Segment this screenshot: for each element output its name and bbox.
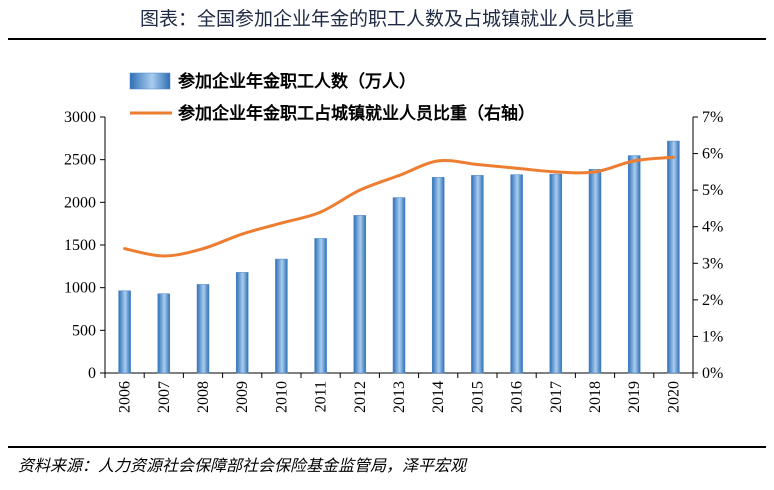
x-tick-label: 2017 (548, 381, 565, 413)
x-tick-label: 2009 (234, 381, 251, 413)
right-tick-label: 6% (702, 146, 723, 163)
bar (549, 173, 563, 374)
bar (627, 155, 641, 374)
x-tick-label: 2015 (469, 381, 486, 413)
x-tick-label: 2011 (313, 381, 330, 412)
line-point (671, 155, 675, 159)
bar (118, 290, 131, 374)
bar (275, 258, 288, 374)
x-tick-label: 2010 (273, 381, 290, 413)
right-tick-label: 4% (702, 219, 723, 236)
bar (157, 293, 171, 374)
legend-bar-label: 参加企业年金职工人数（万人） (178, 71, 416, 92)
left-tick-label: 0 (88, 365, 96, 382)
chart-title: 图表：全国参加企业年金的职工人数及占城镇就业人员比重 (139, 8, 634, 30)
line-point (201, 247, 205, 251)
x-tick-label: 2020 (665, 381, 682, 413)
tick-labels: 0 500 1000 1500 2000 2500 3000 0% 1% 2% 3% 4% 5% 6% 7%… (64, 109, 723, 413)
right-tick-label: 1% (702, 328, 723, 345)
left-tick-label: 1000 (64, 280, 96, 297)
bar (471, 175, 484, 374)
top-divider (8, 38, 766, 40)
bar (314, 238, 327, 374)
x-tick-label: 2007 (156, 381, 173, 413)
line-point (162, 254, 166, 258)
left-tick-label: 2000 (64, 194, 96, 211)
x-tick-label: 2014 (430, 381, 447, 413)
line-point (554, 170, 558, 174)
left-tick-label: 3000 (64, 109, 96, 126)
x-tick-label: 2016 (509, 381, 526, 413)
x-tick-label: 2019 (626, 381, 643, 413)
x-tick-label: 2013 (391, 381, 408, 413)
bar (431, 177, 445, 374)
line-series (123, 155, 675, 258)
bar (196, 284, 210, 374)
line-point (279, 221, 283, 225)
legend-bar-swatch (129, 72, 171, 90)
left-tick-label: 1500 (64, 237, 96, 254)
right-tick-label: 7% (702, 109, 723, 126)
right-tick-label: 5% (702, 182, 723, 199)
line-point (436, 159, 440, 163)
line-point (123, 247, 127, 251)
x-tick-label: 2018 (587, 381, 604, 413)
line-point (319, 210, 323, 214)
line-point (240, 232, 244, 236)
right-tick-label: 3% (702, 255, 723, 272)
bar-series (118, 140, 680, 374)
chart: 参加企业年金职工人数（万人） 参加企业年金职工占城镇就业人员比重（右轴） 0 500… (64, 71, 723, 413)
line-point (358, 188, 362, 192)
bar (667, 140, 680, 374)
line-point (475, 163, 479, 167)
x-tick-label: 2006 (117, 381, 134, 413)
x-tick-label: 2008 (195, 381, 212, 413)
left-tick-label: 2500 (64, 152, 96, 169)
right-tick-label: 0% (702, 365, 723, 382)
legend-line-label: 参加企业年金职工占城镇就业人员比重（右轴） (178, 103, 535, 124)
x-tick-label: 2012 (352, 381, 369, 413)
source-note: 资料来源：人力资源社会保障部社会保险基金监管局，泽平宏观 (18, 456, 467, 475)
line-point (593, 170, 597, 174)
legend: 参加企业年金职工人数（万人） 参加企业年金职工占城镇就业人员比重（右轴） (129, 71, 535, 124)
bar (510, 174, 523, 374)
bar (392, 197, 406, 374)
line-point (515, 166, 519, 170)
right-tick-label: 2% (702, 292, 723, 309)
bar (588, 168, 602, 374)
bottom-divider (8, 446, 766, 448)
left-tick-label: 500 (72, 322, 96, 339)
line-point (397, 174, 401, 178)
bar (353, 215, 367, 374)
bar (235, 272, 249, 374)
line-point (632, 159, 636, 163)
